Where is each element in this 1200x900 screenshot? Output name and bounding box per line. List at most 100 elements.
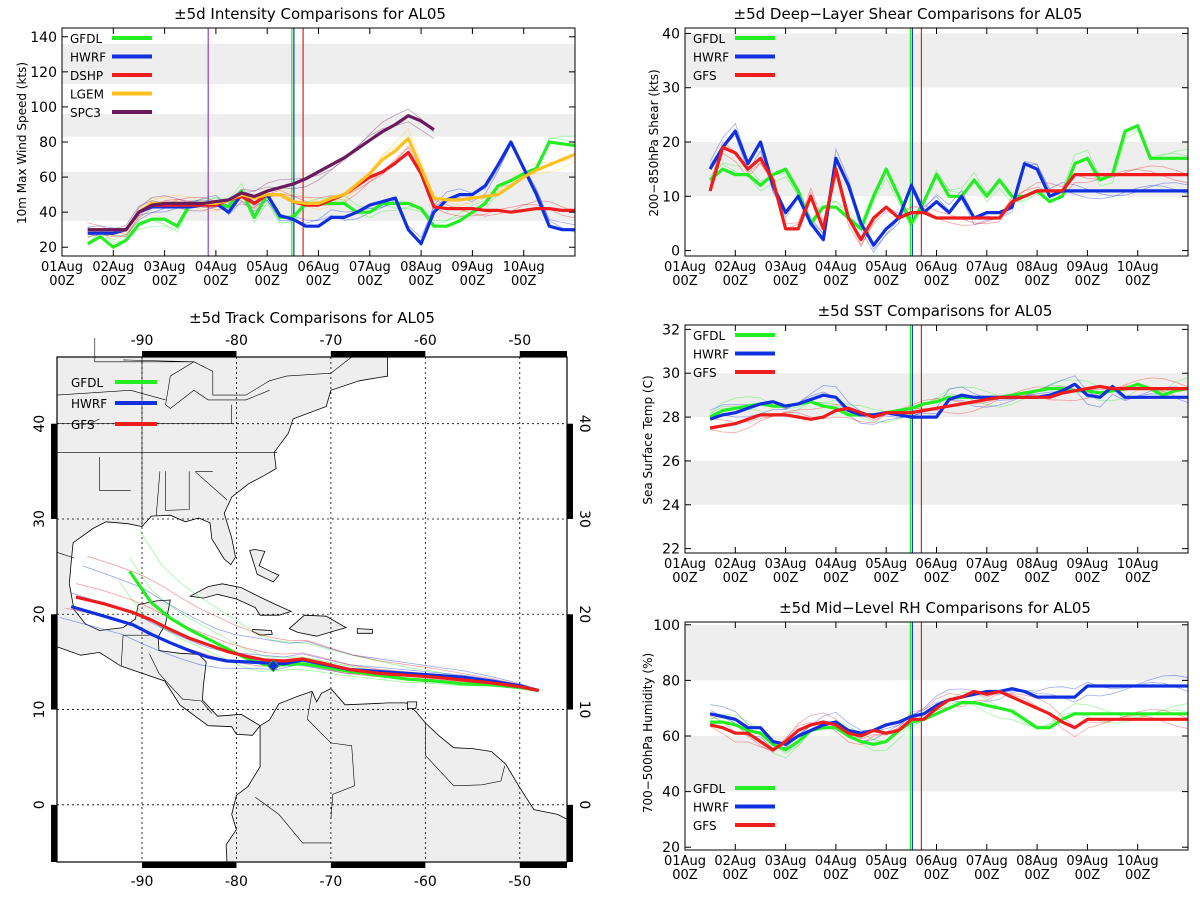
intensity-series-dshp: [87, 150, 575, 232]
jamaica-landmass: [252, 629, 273, 636]
map-storm-position-marker: [266, 659, 280, 673]
map-faint-track-hwrf-2: [82, 565, 539, 691]
us-mexico-border: [56, 552, 75, 559]
central-america-borders: [149, 654, 213, 714]
us-state-lines-f: [195, 470, 228, 501]
great-lakes: [123, 359, 270, 409]
sst-xtick-day: 10Aug: [1117, 557, 1159, 572]
sst-xtick-hour: 00Z: [773, 571, 799, 586]
puerto-rico-landmass: [356, 628, 373, 634]
shear-legend-label-hwrf: HWRF: [693, 51, 729, 65]
map-border-bar-left: [51, 804, 57, 862]
intensity-ytick-label: 20: [39, 240, 57, 256]
intensity-xtick-day: 04Aug: [195, 260, 237, 275]
intensity-xtick-hour: 00Z: [306, 274, 332, 289]
sst-panel: ±5d SST Comparisons for AL05 Sea Surface…: [641, 302, 1189, 586]
sst-xtick-day: 09Aug: [1066, 557, 1108, 572]
intensity-legend-label-lgem: LGEM: [70, 88, 104, 102]
shear-xtick-hour: 00Z: [723, 274, 749, 289]
shear-xtick-day: 08Aug: [1016, 260, 1058, 275]
intensity-ytick-label: 40: [39, 205, 57, 221]
mexico-guatemala-border: [120, 634, 150, 666]
rh-xtick-day: 10Aug: [1117, 854, 1159, 869]
intensity-ytick-label: 60: [39, 170, 57, 186]
shear-series-gfs: [708, 145, 1188, 242]
map-legend-label-gfdl: GFDL: [71, 376, 103, 390]
intensity-xtick-day: 05Aug: [246, 260, 288, 275]
rh-xtick-day: 01Aug: [664, 854, 706, 869]
map-lat-label-right: 30: [576, 510, 592, 528]
intensity-legend-label-dshp: DSHP: [70, 69, 103, 83]
intensity-xtick-day: 03Aug: [144, 260, 186, 275]
sst-legend-label-gfdl: GFDL: [693, 329, 725, 343]
sst-xtick-hour: 00Z: [1125, 571, 1151, 586]
sst-xtick-hour: 00Z: [672, 571, 698, 586]
shear-faint-trace-gfdl-1: [709, 129, 1189, 230]
map-border-bar-top: [142, 351, 237, 357]
sst-series-gfs: [709, 384, 1188, 430]
rh-xtick-day: 04Aug: [815, 854, 857, 869]
intensity-xtick-day: 09Aug: [451, 260, 493, 275]
sst-legend-label-gfs: GFS: [693, 366, 717, 380]
rh-panel: ±5d Mid−Level RH Comparisons for AL05 70…: [641, 599, 1189, 883]
rh-xtick-hour: 00Z: [672, 868, 698, 883]
map-track-gfdl: [128, 570, 539, 693]
sst-ytick-label: 26: [662, 454, 680, 470]
sst-xtick-day: 02Aug: [714, 557, 756, 572]
rh-xtick-day: 02Aug: [714, 854, 756, 869]
sst-xtick-hour: 00Z: [1024, 571, 1050, 586]
shear-faint-trace-hwrf-0: [709, 122, 1189, 250]
us-state-lines-h: [155, 471, 161, 517]
map-faint-track-gfdl-0: [119, 581, 539, 691]
sst-ytick-label: 22: [662, 542, 680, 558]
intensity-xtick-day: 07Aug: [349, 260, 391, 275]
rh-xtick-day: 09Aug: [1066, 854, 1108, 869]
rh-shade-band-1: [685, 624, 1188, 681]
rh-xtick-hour: 00Z: [1075, 868, 1101, 883]
sst-ytick-label: 30: [662, 366, 680, 382]
intensity-shade-band-1: [62, 113, 575, 137]
intensity-ytick-label: 80: [39, 135, 57, 151]
intensity-faint-trace-spc3-1: [87, 121, 435, 238]
rh-ytick-label: 100: [653, 618, 680, 634]
map-lon-label-top: -90: [131, 333, 154, 349]
intensity-legend-label-hwrf: HWRF: [70, 51, 106, 65]
shear-ytick-label: 40: [662, 26, 680, 42]
rh-ytick-label: 40: [662, 785, 680, 801]
shear-xtick-day: 02Aug: [714, 260, 756, 275]
shear-xtick-day: 05Aug: [865, 260, 907, 275]
sst-legend-label-hwrf: HWRF: [693, 348, 729, 362]
sst-xtick-day: 06Aug: [916, 557, 958, 572]
intensity-xtick-hour: 00Z: [152, 274, 178, 289]
rh-xtick-day: 08Aug: [1016, 854, 1058, 869]
rh-xtick-hour: 00Z: [773, 868, 799, 883]
map-border-bar-bottom: [142, 862, 237, 868]
sst-chart: 22242628303201Aug00Z02Aug00Z03Aug00Z04Au…: [662, 322, 1189, 586]
intensity-xtick-hour: 00Z: [203, 274, 229, 289]
shear-xtick-day: 01Aug: [664, 260, 706, 275]
rh-ytick-label: 80: [662, 673, 680, 689]
map-border-bar-right: [567, 614, 573, 710]
sst-xtick-hour: 00Z: [873, 571, 899, 586]
south-america-landmass: [225, 688, 568, 863]
shear-ytick-label: 10: [662, 189, 680, 205]
map-border-bar-left: [51, 423, 57, 519]
north-america-landmass: [56, 356, 389, 736]
venezuela-colombia-border: [306, 692, 355, 820]
intensity-panel: ±5d Intensity Comparisons for AL05 10m M…: [15, 5, 576, 289]
rh-xtick-hour: 00Z: [873, 868, 899, 883]
map-lon-label-bottom: -80: [225, 874, 248, 890]
map-border-bar-left: [51, 614, 57, 710]
map-lon-label-bottom: -70: [319, 874, 342, 890]
map-track-gfs: [75, 595, 540, 693]
rh-title: ±5d Mid−Level RH Comparisons for AL05: [779, 599, 1091, 617]
map-lon-label-bottom: -60: [414, 874, 437, 890]
us-state-lines-i: [89, 418, 100, 424]
track-panel: ±5d Track Comparisons for AL05 -90 -90 -80…: [32, 309, 592, 890]
shear-ytick-label: 20: [662, 135, 680, 151]
rh-legend-label-hwrf: HWRF: [693, 801, 729, 815]
rh-xtick-day: 07Aug: [966, 854, 1008, 869]
shear-xtick-day: 07Aug: [966, 260, 1008, 275]
intensity-xtick-hour: 00Z: [408, 274, 434, 289]
shear-xtick-day: 04Aug: [815, 260, 857, 275]
